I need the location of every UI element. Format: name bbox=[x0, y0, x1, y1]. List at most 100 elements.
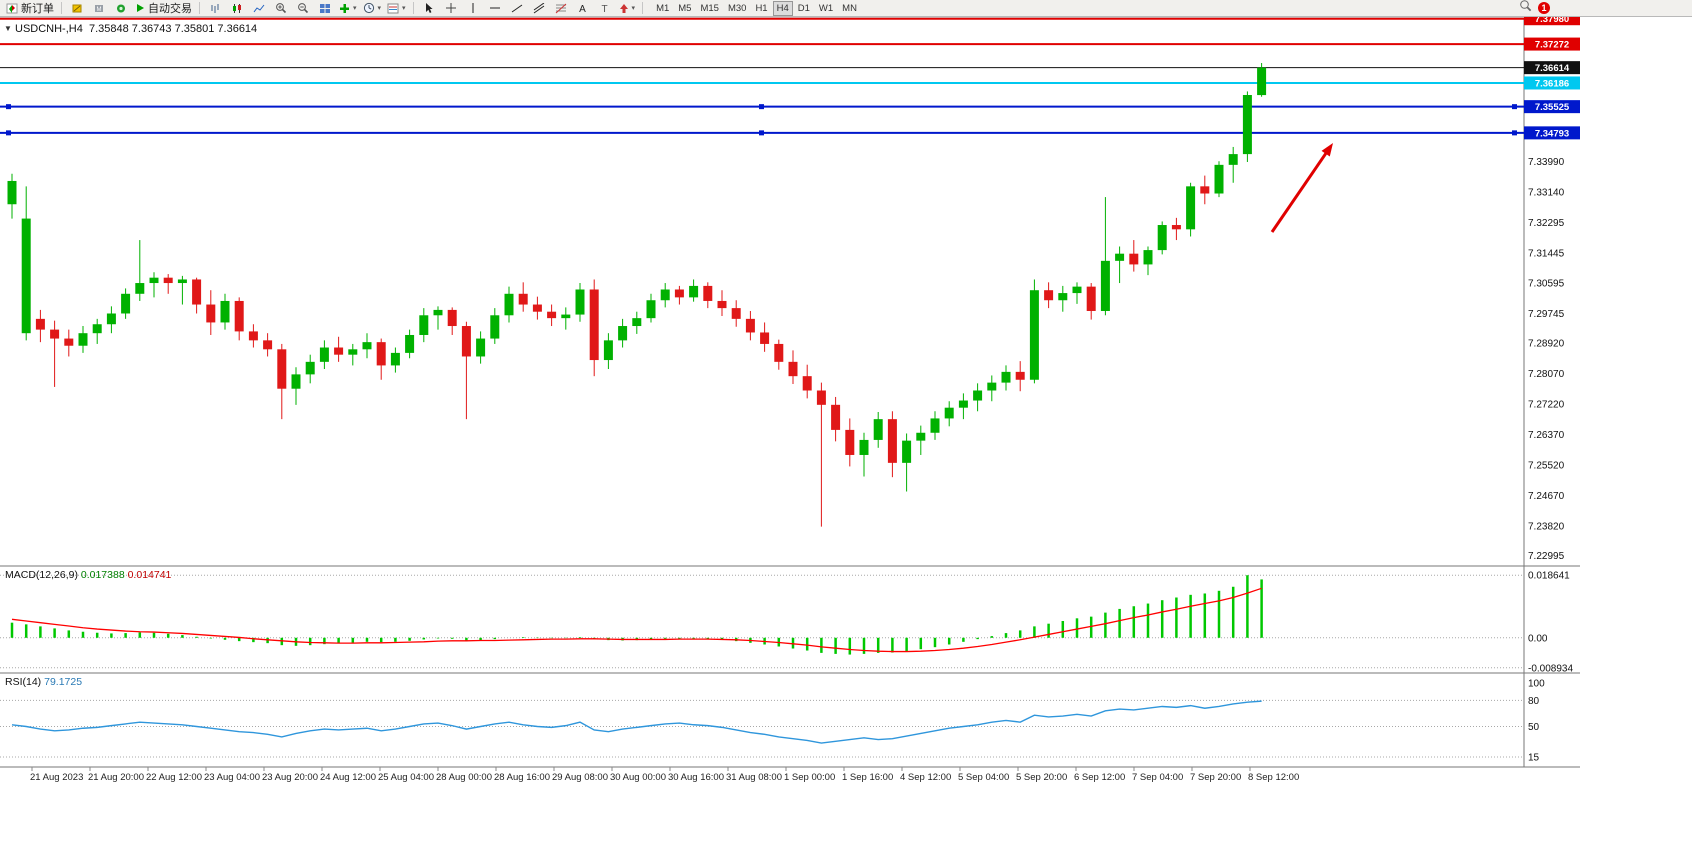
tile-windows-button[interactable] bbox=[315, 1, 335, 16]
periods-button[interactable]: ▾ bbox=[361, 1, 384, 16]
time-tick-label: 30 Aug 00:00 bbox=[610, 772, 666, 783]
candle-body bbox=[1115, 253, 1125, 261]
time-tick-label: 29 Aug 08:00 bbox=[552, 772, 608, 783]
metaeditor-button[interactable] bbox=[67, 1, 87, 16]
channel-icon bbox=[533, 2, 545, 14]
search-icon[interactable] bbox=[1519, 0, 1532, 17]
text-button[interactable]: A bbox=[573, 1, 593, 16]
candle-body bbox=[405, 334, 415, 353]
vertical-line-button[interactable] bbox=[463, 1, 483, 16]
candle-body bbox=[831, 404, 841, 430]
label-button[interactable]: T bbox=[595, 1, 615, 16]
tf-button-m15[interactable]: M15 bbox=[700, 2, 719, 14]
candle-body bbox=[234, 300, 244, 332]
price-label-box bbox=[1524, 37, 1580, 51]
chart-canvas[interactable]: 7.33990 7.33140 7.32295 7.31445 7.30595 7.297… bbox=[0, 17, 1692, 850]
candlestick-chart-icon bbox=[231, 3, 243, 14]
candle-body bbox=[390, 352, 400, 366]
candle-body bbox=[561, 314, 571, 319]
candle-body bbox=[717, 300, 727, 309]
tf-button-m30[interactable]: M30 bbox=[727, 2, 747, 14]
line-chart-button[interactable] bbox=[249, 1, 269, 16]
tf-button-m1[interactable]: M1 bbox=[656, 2, 670, 14]
candle-body bbox=[575, 289, 585, 315]
community-button[interactable] bbox=[111, 1, 131, 16]
rsi-title: RSI(14) bbox=[5, 676, 42, 688]
price-tick-label: 7.27220 bbox=[1528, 400, 1565, 411]
crosshair-button[interactable] bbox=[441, 1, 461, 16]
indicators-button[interactable]: ▾ bbox=[337, 1, 359, 16]
notification-badge[interactable]: 1 bbox=[1538, 2, 1550, 14]
price-tick-label: 7.23820 bbox=[1528, 521, 1565, 532]
price-label-box bbox=[1524, 17, 1580, 26]
tf-button-mn[interactable]: MN bbox=[842, 2, 857, 14]
candle-body bbox=[376, 342, 386, 366]
trendline-button[interactable] bbox=[507, 1, 527, 16]
new-order-button[interactable]: 新订单 bbox=[4, 1, 56, 16]
tf-button-d1[interactable]: D1 bbox=[797, 2, 810, 14]
candle-body bbox=[476, 338, 486, 357]
candle-body bbox=[319, 347, 329, 362]
zoom-in-button[interactable] bbox=[271, 1, 291, 16]
tf-button-w1[interactable]: W1 bbox=[818, 2, 834, 14]
macd-signal-line bbox=[11, 587, 1262, 653]
horizontal-line-button[interactable] bbox=[485, 1, 505, 16]
new-order-label: 新订单 bbox=[21, 3, 54, 15]
cursor-button[interactable] bbox=[419, 1, 439, 16]
templates-button[interactable]: ▾ bbox=[385, 1, 408, 16]
time-tick-label: 31 Aug 08:00 bbox=[726, 772, 782, 783]
channel-button[interactable] bbox=[529, 1, 549, 16]
fibonacci-button[interactable] bbox=[551, 1, 571, 16]
candle-body bbox=[50, 329, 60, 339]
time-tick-label: 1 Sep 00:00 bbox=[784, 772, 835, 783]
arrows-icon bbox=[619, 3, 629, 14]
arrow-annotation[interactable] bbox=[1270, 147, 1331, 233]
tile-windows-icon bbox=[319, 3, 331, 14]
zoom-out-icon bbox=[297, 2, 309, 14]
tf-button-h4[interactable]: H4 bbox=[772, 0, 793, 16]
time-tick-label: 23 Aug 04:00 bbox=[204, 772, 260, 783]
candle-body bbox=[248, 331, 258, 341]
candle-body bbox=[504, 293, 514, 316]
candle-body bbox=[263, 340, 273, 350]
arrows-button[interactable]: ▾ bbox=[617, 1, 638, 16]
candle-body bbox=[490, 315, 500, 339]
hline-handle[interactable] bbox=[6, 104, 11, 110]
collapse-chart-icon[interactable]: ▼ bbox=[4, 24, 12, 33]
macd-label: MACD(12,26,9) 0.017388 0.014741 bbox=[5, 569, 171, 581]
candle-body bbox=[1143, 250, 1153, 265]
candle-body bbox=[177, 279, 187, 284]
indicators-icon bbox=[339, 3, 350, 14]
price-tick-label: 7.26370 bbox=[1528, 430, 1565, 441]
tf-button-m5[interactable]: M5 bbox=[678, 2, 692, 14]
bar-chart-button[interactable] bbox=[205, 1, 225, 16]
zoom-out-button[interactable] bbox=[293, 1, 313, 16]
tf-button-h1[interactable]: H1 bbox=[755, 2, 768, 14]
candlestick-chart-button[interactable] bbox=[227, 1, 247, 16]
hline-handle[interactable] bbox=[1512, 130, 1517, 136]
svg-text:T: T bbox=[601, 4, 607, 14]
candle-body bbox=[1015, 371, 1025, 380]
candle-body bbox=[930, 418, 940, 433]
price-label-text: 7.37980 bbox=[1535, 17, 1569, 25]
hline-handle[interactable] bbox=[759, 104, 764, 110]
candle-body bbox=[305, 361, 315, 375]
price-tick-label: 7.28920 bbox=[1528, 339, 1565, 350]
candle-body bbox=[348, 349, 358, 355]
candle-body bbox=[674, 289, 684, 298]
mql5-button[interactable]: M bbox=[89, 1, 109, 16]
hline-handle[interactable] bbox=[6, 130, 11, 136]
zoom-in-icon bbox=[275, 2, 287, 14]
price-label-text: 7.37272 bbox=[1535, 40, 1569, 51]
candle-body bbox=[689, 285, 699, 298]
new-order-icon bbox=[6, 3, 18, 14]
price-label-text: 7.35525 bbox=[1535, 102, 1570, 113]
time-tick-label: 7 Sep 20:00 bbox=[1190, 772, 1241, 783]
hline-handle[interactable] bbox=[759, 130, 764, 136]
hline-handle[interactable] bbox=[1512, 104, 1517, 110]
candle-body bbox=[518, 293, 528, 305]
candle-body bbox=[816, 390, 826, 405]
candle-body bbox=[461, 326, 471, 357]
autotrading-button[interactable]: 自动交易 bbox=[133, 1, 194, 16]
candle-body bbox=[547, 311, 557, 319]
